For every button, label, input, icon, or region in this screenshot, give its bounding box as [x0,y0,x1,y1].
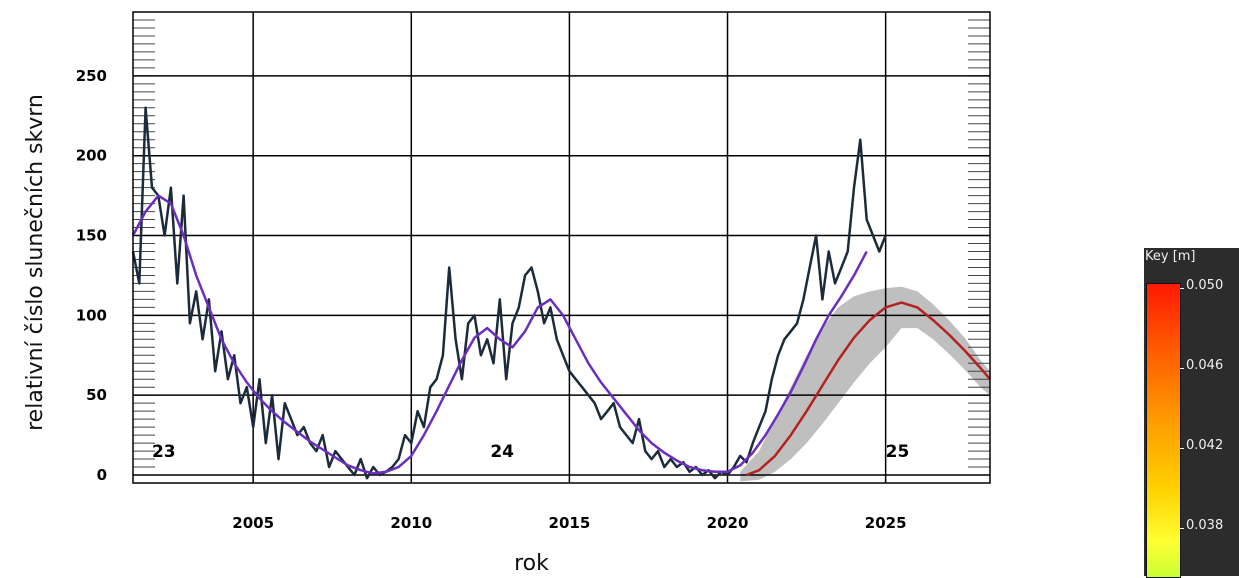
cycle-label-25: 25 [886,442,910,462]
x-tick-label-2010: 2010 [390,514,432,532]
y-axis-title: relativní číslo slunečních skvrn [23,94,48,431]
key-label-1: 0.046 [1186,358,1224,373]
key-color-bar [1146,283,1181,578]
key-tick-2 [1180,448,1184,449]
prediction-band-0 [740,286,990,482]
grid [133,12,990,483]
x-axis-title: rok [514,551,549,576]
series-line-2 [746,301,991,477]
x-tick-label-2005: 2005 [232,514,274,532]
key-tick-0 [1180,288,1184,289]
y-tick-label-0: 0 [97,466,107,484]
y-tick-label-200: 200 [76,147,107,165]
key-label-0: 0.050 [1186,278,1224,293]
cycle-labels: 23 24 25 [152,442,909,462]
plot-frame [132,11,991,484]
series-layer [131,106,991,480]
cycle-label-23: 23 [152,442,176,462]
minor-ticks [133,19,990,476]
cycle-label-24: 24 [490,442,514,462]
sunspot-chart: 2005 2010 2015 2020 2025 0 50 100 150 200 250 23 24… [23,11,991,576]
key-label-2: 0.042 [1186,438,1224,453]
key-title: Key [m] [1145,249,1196,264]
y-tick-label-150: 150 [76,227,107,245]
x-tick-label-2015: 2015 [549,514,591,532]
y-tick-label-250: 250 [76,67,107,85]
key-tick-1 [1180,368,1184,369]
key-label-3: 0.038 [1186,518,1224,533]
y-tick-label-50: 50 [86,386,107,404]
y-tick-label-100: 100 [76,306,107,324]
series-line-0 [131,106,887,480]
key-tick-3 [1180,528,1184,529]
tick-labels: 2005 2010 2015 2020 2025 0 50 100 150 200 250 [76,67,907,532]
x-tick-label-2020: 2020 [707,514,749,532]
x-tick-label-2025: 2025 [865,514,907,532]
series-line-1 [131,194,868,475]
prediction-band-layer [740,286,990,482]
color-key-panel: Key [m] 0.050 0.046 0.042 0.038 [1144,248,1239,578]
